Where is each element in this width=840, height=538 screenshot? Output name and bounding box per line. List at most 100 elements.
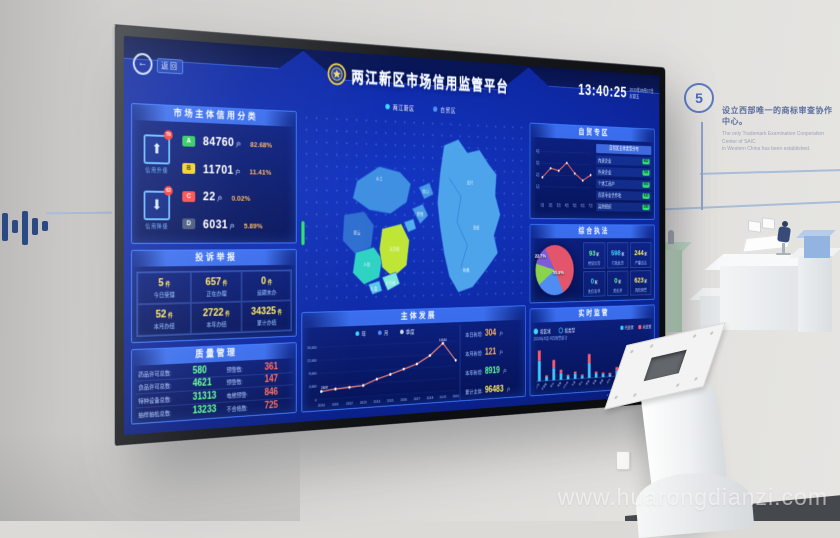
list-item[interactable]: 个体工商户 650 (596, 178, 652, 190)
legend-month[interactable]: 月 (377, 328, 388, 337)
svg-text:鸳鸯: 鸳鸯 (417, 211, 424, 218)
svg-text:金山: 金山 (422, 188, 429, 195)
svg-text:1万: 1万 (536, 184, 540, 189)
svg-text:水土: 水土 (376, 175, 383, 181)
svg-text:人和: 人和 (363, 261, 370, 268)
pie-label: 22.7% (534, 254, 546, 260)
grade-percent: 82.68% (250, 140, 273, 150)
grade-count: 6031 (202, 217, 229, 231)
svg-text:2010: 2010 (318, 402, 326, 407)
svg-text:0: 0 (315, 397, 317, 402)
grade-row-d: D 6031 户 5.89% (182, 217, 292, 231)
upgrade-label: 信用升级 (145, 167, 169, 174)
grade-unit: 户 (235, 142, 241, 149)
svg-text:3月: 3月 (557, 203, 561, 208)
timeline-line-vertical (701, 122, 703, 210)
grade-chip: D (182, 218, 196, 230)
svg-text:2017: 2017 (414, 396, 421, 401)
svg-text:鸳鸯: 鸳鸯 (556, 380, 562, 388)
stat-cell: 598家 行政处罚 (606, 242, 629, 269)
complaint-cell: 657 件 正在办理 (190, 271, 242, 303)
svg-text:鱼嘴: 鱼嘴 (592, 378, 598, 386)
svg-text:鱼嘴: 鱼嘴 (463, 267, 470, 273)
clock-weekday: 星期五 (629, 94, 640, 101)
panel-quality: 质量管理 药品许可总数: 580 预警数: 361 食品许可总数: 4621 预警数:… (131, 342, 297, 425)
svg-text:龙兴: 龙兴 (606, 377, 612, 384)
tab-label: 两江新区 (392, 104, 415, 113)
dashboard: ← 返回 两江新区市场信用监管平台 13:40:25 (123, 35, 660, 436)
person-illustration (782, 221, 788, 227)
tab-liangjiang[interactable]: 两江新区 (385, 102, 415, 113)
grade-count: 22 (202, 189, 216, 204)
svg-text:天宫殿: 天宫殿 (389, 246, 400, 253)
svg-text:2013: 2013 (360, 400, 367, 405)
svg-text:2019: 2019 (440, 394, 446, 399)
svg-text:天宫殿: 天宫殿 (540, 381, 547, 391)
svg-text:2015: 2015 (387, 398, 394, 403)
monitor-icon (762, 217, 775, 230)
panel-credit-classification: 市场主体信用分类 ⬆ 79 信用升级 ⬇ (131, 102, 297, 244)
wall-shadow (0, 0, 118, 521)
milestone-en-line2: in Western China has been established. (722, 146, 811, 152)
grade-percent: 0.02% (231, 194, 251, 203)
stat-cell: 0家 黑名单 (606, 270, 629, 297)
panel-title: 投诉举报 (131, 249, 296, 267)
downgrade-count-badge: 63 (163, 185, 173, 196)
svg-text:4万: 4万 (536, 149, 540, 154)
pie-label: 50.9% (552, 270, 564, 276)
svg-text:4,000: 4,000 (309, 384, 318, 389)
district-map[interactable]: 水土 翠云 礼嘉 鸳鸯 人和 天宫殿 大竹林 龙兴 复盛 鱼嘴 金山 (301, 111, 526, 307)
list-item[interactable]: 农民专业合作社 433 (596, 190, 652, 201)
clock-time: 13:40:25 (578, 81, 628, 101)
stat-cell: 0家 失信名单 (583, 270, 606, 297)
svg-text:礼嘉: 礼嘉 (571, 379, 577, 387)
grade-chip: C (182, 190, 196, 202)
list-item[interactable]: 其他组织 288 (596, 202, 652, 212)
grade-row-c: C 22 户 0.02% (182, 189, 292, 204)
list-item[interactable]: 内资企业 982 (596, 155, 652, 167)
figure-icon (668, 230, 674, 244)
grade-row-b: B 11701 户 11.41% (182, 162, 292, 178)
power-outlet (616, 451, 630, 470)
svg-text:4月: 4月 (565, 203, 569, 208)
radio-dot-icon (385, 103, 390, 109)
credit-upgrade-button[interactable]: ⬆ 79 信用升级 (143, 129, 173, 174)
tab-ftz[interactable]: 自贸区 (433, 104, 456, 114)
legend-quarter[interactable]: 季度 (400, 327, 415, 336)
svg-text:2012: 2012 (346, 401, 353, 406)
svg-text:2408: 2408 (321, 386, 328, 390)
radio-by-region[interactable]: 按区域 (533, 328, 551, 335)
svg-text:3万: 3万 (536, 161, 540, 166)
wall-shadow-bottom (0, 431, 300, 521)
map-zoom-slider[interactable] (301, 220, 305, 245)
panel-ftz: 自贸专区 4万 3万 2万 1万 1月 2月 3月 4月 5月 6月 7月 自贸区主体类型分布 内资… (529, 122, 655, 220)
svg-text:龙兴: 龙兴 (467, 179, 474, 185)
svg-text:翠云: 翠云 (550, 381, 555, 388)
svg-text:8,000: 8,000 (309, 371, 318, 376)
panel-title: 综合执法 (530, 224, 655, 239)
grade-unit: 户 (235, 169, 241, 176)
grade-percent: 11.41% (249, 167, 272, 177)
grade-unit: 户 (229, 224, 235, 230)
stat-cell: 244家 严重违法 (630, 242, 652, 268)
ftz-line-chart: 4万 3万 2万 1万 1月 2月 3月 4月 5月 6月 7月 (536, 149, 594, 208)
legend-year[interactable]: 年 (355, 329, 366, 338)
enforcement-pie-chart: 50.9% 22.7% (534, 242, 580, 298)
radio-dot-icon (433, 105, 438, 112)
complaint-cell: 52 件 本月办结 (137, 302, 191, 337)
svg-text:康美: 康美 (585, 378, 591, 386)
svg-text:复盛: 复盛 (473, 224, 480, 230)
panel-entity-development: 主体发展 年 月 (301, 305, 526, 413)
isometric-artwork (648, 192, 840, 332)
radio-by-type[interactable]: 按类型 (558, 327, 575, 334)
svg-text:2万: 2万 (536, 172, 540, 177)
complaint-cell: 2722 件 本年办结 (190, 301, 242, 335)
list-item[interactable]: 外资企业 761 (596, 167, 652, 178)
credit-downgrade-button[interactable]: ⬇ 63 信用降级 (143, 185, 173, 230)
watermark: www.huarongdianzi.com (557, 484, 828, 510)
svg-text:5月: 5月 (573, 203, 577, 208)
wall-display: ← 返回 两江新区市场信用监管平台 13:40:25 (112, 24, 666, 446)
